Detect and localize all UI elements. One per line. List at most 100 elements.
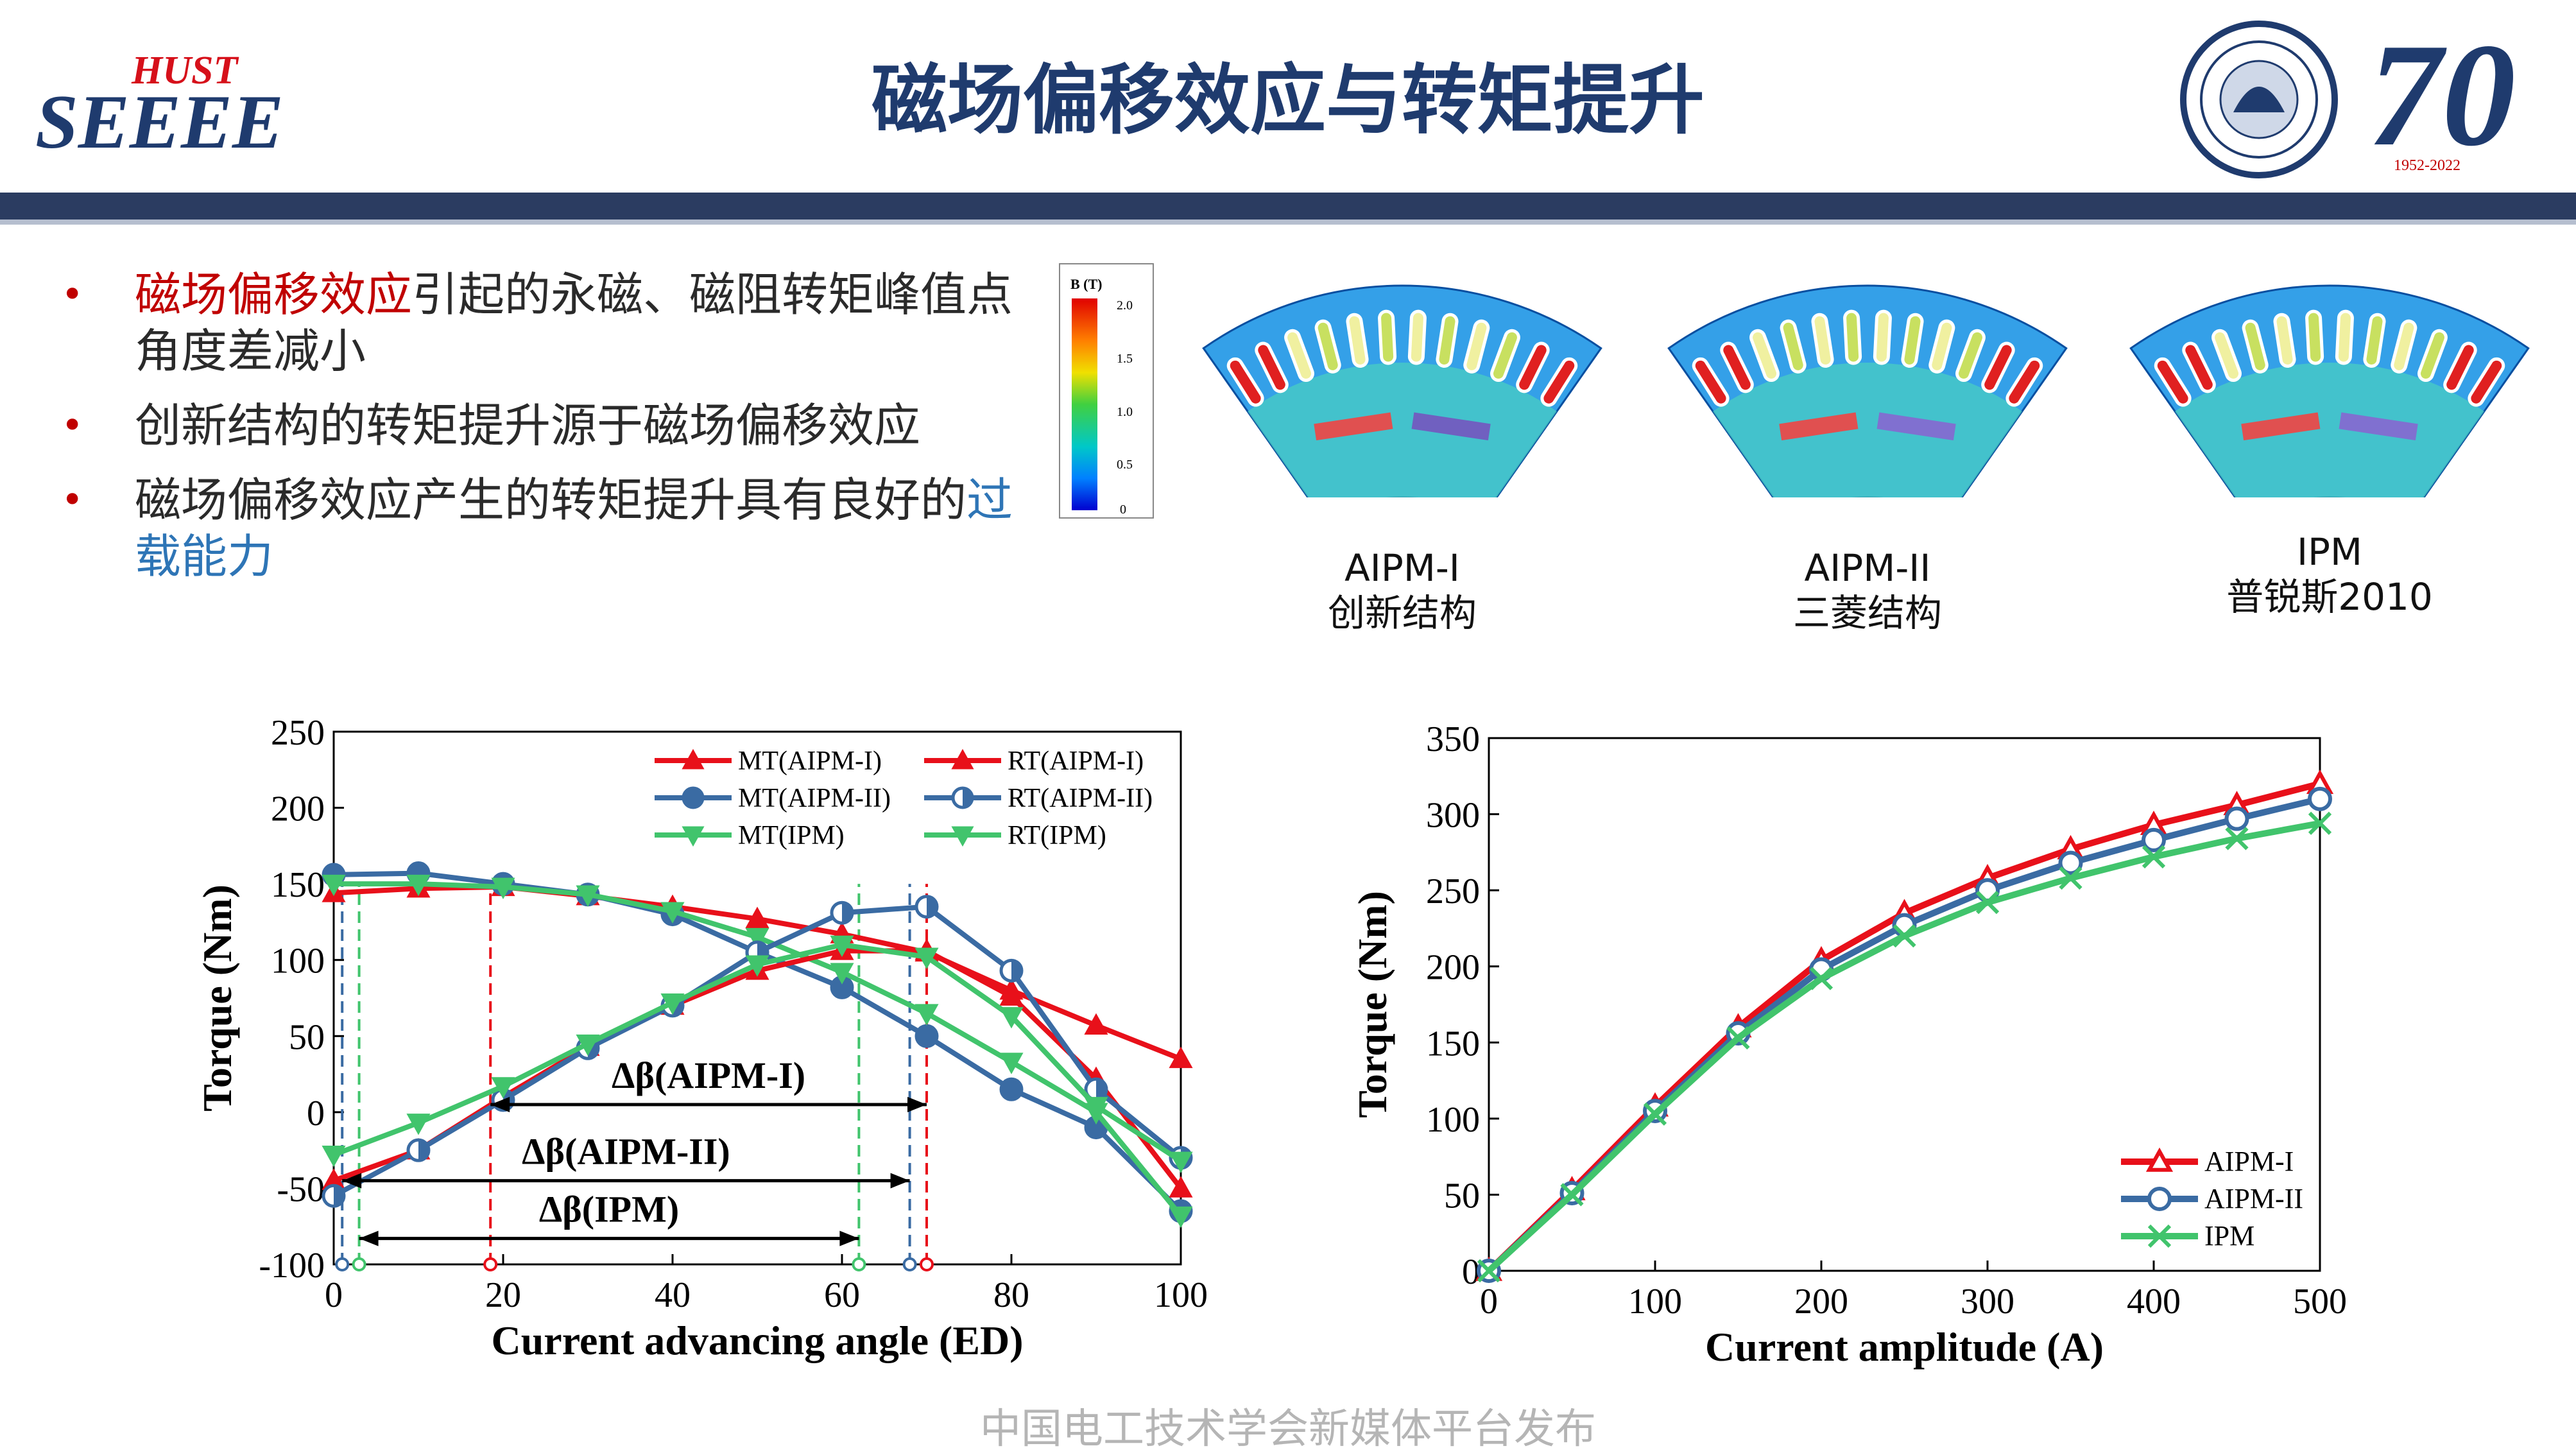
x-tick-label: 400 <box>2127 1282 2181 1322</box>
annotation-label: Δβ(AIPM-I) <box>612 1055 805 1096</box>
reference-point <box>335 1257 350 1271</box>
page-title: 磁场偏移效应与转矩提升 <box>871 56 1704 144</box>
x-tick-label: 300 <box>1961 1282 2014 1322</box>
data-point <box>2225 827 2249 850</box>
bullet-list: • 磁场偏移效应引起的永磁、磁阻转矩峰值点角度差减小 • 创新结构的转矩提升源于磁场… <box>61 266 1024 603</box>
fem-label-line1: AIPM-II <box>1804 546 1931 590</box>
x-axis-label: Current amplitude (A) <box>1705 1324 2104 1370</box>
fem-label-line2: 创新结构 <box>1327 591 1477 635</box>
fem-label-line2: 三菱结构 <box>1792 591 1942 635</box>
stator-slot-fill <box>1695 360 1726 404</box>
data-point <box>1643 1102 1667 1126</box>
legend-label: MT(AIPM-I) <box>738 746 882 776</box>
data-point <box>2058 850 2083 875</box>
stator-slot-fill <box>2366 316 2383 365</box>
bullet-item: • 磁场偏移效应引起的永磁、磁阻转矩峰值点角度差减小 <box>61 268 1013 378</box>
bullet-item: • 创新结构的转矩提升源于磁场偏移效应 <box>61 399 921 452</box>
data-point <box>2142 845 2166 869</box>
data-point-half <box>1096 1079 1106 1100</box>
data-point <box>1809 967 1833 990</box>
data-point <box>2224 806 2249 831</box>
data-point <box>682 748 705 770</box>
data-point <box>830 935 854 958</box>
bullet-text: 磁场偏移效应 <box>135 268 413 322</box>
data-point <box>951 748 974 770</box>
magnet <box>1314 412 1393 441</box>
data-point <box>1169 1151 1193 1173</box>
arrow-head <box>839 1230 859 1246</box>
data-point <box>1084 1013 1108 1035</box>
arrow-head <box>907 1097 927 1112</box>
y-tick-label: 200 <box>271 789 325 829</box>
y-tick-label: 250 <box>271 713 325 753</box>
data-point <box>1893 924 1916 948</box>
series-MT(IPM) <box>322 874 1193 1228</box>
stator-slot-fill <box>1904 316 1921 365</box>
data-point-half <box>963 788 972 807</box>
university-logos: 70 1952-2022 <box>2176 13 2548 189</box>
y-tick-label: 200 <box>1426 948 1480 988</box>
stator-slot-fill <box>1381 313 1394 362</box>
fem-label-aipm2: AIPM-II 三菱结构 <box>1733 546 2002 635</box>
y-tick-label: 100 <box>271 942 325 981</box>
data-point-half <box>418 1140 429 1161</box>
logo-seeee-text: SEEEE <box>35 79 284 154</box>
data-point <box>2308 811 2332 835</box>
stator-slot-fill <box>1959 332 1982 379</box>
anniversary-70-text: 70 <box>2368 16 2516 176</box>
legend: MT(AIPM-I) MT(AIPM-II) MT(IPM) RT(AIPM-I) RT… <box>655 746 1153 850</box>
stator-slot-fill <box>2185 345 2213 390</box>
y-tick-label: -100 <box>259 1246 325 1286</box>
legend-label: MT(IPM) <box>738 821 845 850</box>
colorbar-tick: 1.0 <box>1117 405 1133 419</box>
stator-slot-fill <box>1349 316 1366 365</box>
data-point <box>576 1034 600 1056</box>
watermark: 中国电工技术学会新媒体平台发布 <box>980 1406 1596 1453</box>
bullet-item: • 磁场偏移效应产生的转矩提升具有良好的过载能力 <box>61 473 1013 583</box>
stator-slot-fill <box>1753 332 1776 379</box>
colorbar-tick: 0 <box>1120 503 1126 517</box>
data-point <box>406 874 431 897</box>
data-point <box>2145 1147 2174 1172</box>
reference-point <box>852 1257 866 1271</box>
data-point <box>914 1004 939 1026</box>
stator-slot-fill <box>1876 313 1889 362</box>
data-point <box>406 1114 431 1135</box>
legend-label: RT(IPM) <box>1008 821 1106 850</box>
data-point <box>1169 1176 1193 1198</box>
y-tick-label: 50 <box>1444 1176 1480 1216</box>
data-point-half <box>927 896 937 917</box>
annotation-label: Δβ(AIPM-II) <box>522 1131 730 1173</box>
legend-label: IPM <box>2204 1220 2254 1252</box>
data-point <box>999 984 1024 1006</box>
legend-label: MT(AIPM-II) <box>738 784 891 813</box>
stator-slot-fill <box>2446 345 2474 390</box>
data-point <box>660 993 685 1015</box>
data-point <box>660 902 685 924</box>
bullet-text: 创新结构的转矩提升源于磁场偏移效应 <box>135 399 921 452</box>
colorbar-title: B (T) <box>1070 276 1103 292</box>
reference-point <box>920 1257 934 1271</box>
x-tick-label: 0 <box>325 1275 343 1315</box>
stator-slot-fill <box>2009 360 2040 404</box>
bullet-text: 引起的永磁、磁阻转矩峰值点角度差减小 <box>135 268 1013 378</box>
fem-rotor <box>1713 363 2022 497</box>
stator-slot-fill <box>2308 313 2321 362</box>
stator-slot-fill <box>1439 316 1455 365</box>
fem-rotor <box>2175 363 2484 497</box>
reference-point <box>902 1257 917 1271</box>
fem-label-ipm: IPM 普锐斯2010 <box>2195 529 2464 619</box>
x-tick-label: 200 <box>1794 1282 1848 1322</box>
colorbar-tick: 1.5 <box>1117 352 1133 366</box>
data-point <box>951 826 974 847</box>
seeee-logo: HUST SEEEE <box>35 45 292 164</box>
stator-slot-fill <box>1783 322 1803 370</box>
y-tick-label: 150 <box>1426 1024 1480 1063</box>
arrow-head <box>359 1230 379 1246</box>
reference-point <box>352 1257 366 1271</box>
legend-label: RT(AIPM-I) <box>1008 746 1144 776</box>
stator-slot-fill <box>1846 313 1859 362</box>
x-tick-label: 100 <box>1628 1282 1682 1322</box>
y-tick-label: 250 <box>1426 872 1480 911</box>
data-point <box>322 1145 346 1167</box>
